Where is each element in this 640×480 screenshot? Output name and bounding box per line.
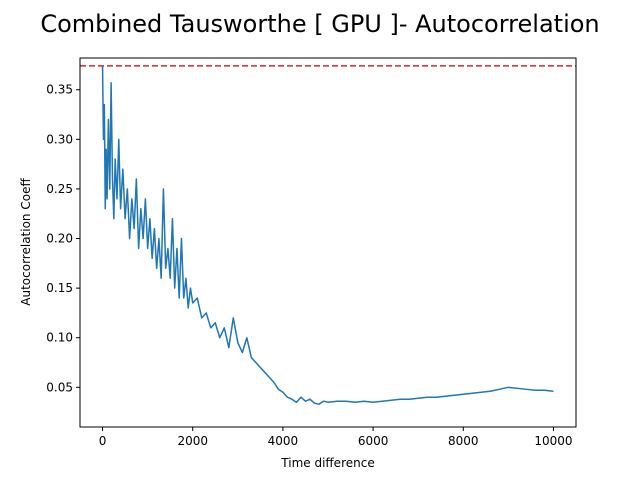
x-tick-label: 10000 (534, 434, 572, 448)
x-tick-label: 8000 (448, 434, 479, 448)
x-tick-label: 4000 (268, 434, 299, 448)
x-tick-label: 0 (99, 434, 107, 448)
y-tick-label: 0.15 (46, 281, 73, 295)
series-line-0 (101, 65, 554, 405)
y-tick-label: 0.30 (46, 132, 73, 146)
y-tick-label: 0.35 (46, 83, 73, 97)
y-tick-label: 0.20 (46, 232, 73, 246)
x-tick-label: 6000 (358, 434, 389, 448)
plot-area (80, 65, 576, 405)
x-axis-label: Time difference (280, 456, 374, 470)
y-axis-label: Autocorrelation Coeff (19, 178, 33, 306)
x-tick-label: 2000 (177, 434, 208, 448)
y-tick-label: 0.05 (46, 380, 73, 394)
plot-frame (79, 57, 577, 428)
y-tick-label: 0.10 (46, 331, 73, 345)
chart-title: Combined Tausworthe [ GPU ]- Autocorrela… (40, 10, 599, 38)
x-axis: 0 2000 4000 6000 8000 10000 (99, 427, 573, 448)
y-axis: 0.05 0.10 0.15 0.20 0.25 0.30 0.35 (46, 83, 80, 394)
y-tick-label: 0.25 (46, 182, 73, 196)
